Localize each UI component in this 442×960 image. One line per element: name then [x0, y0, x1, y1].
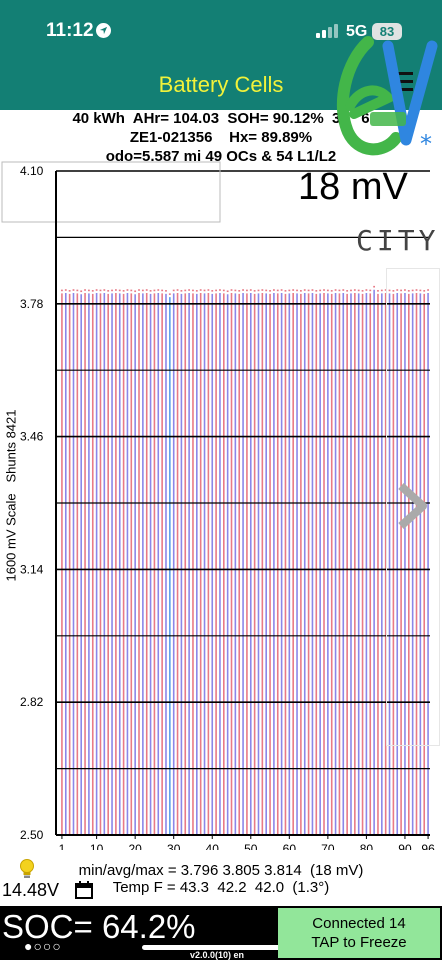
- calendar-icon[interactable]: [74, 880, 94, 900]
- vin-health-line: ZE1-021356 Hx= 89.89%: [129, 129, 313, 146]
- y-tick-label: 3.14: [20, 562, 44, 576]
- x-tick-label: 96: [421, 842, 435, 850]
- freeze-button[interactable]: Connected 14 TAP to Freeze: [278, 908, 440, 958]
- temperature-line: Temp F = 43.3 42.2 42.0 (1.3°): [112, 879, 330, 896]
- chevron-right-icon[interactable]: [395, 482, 429, 530]
- x-tick-label: 10: [90, 842, 104, 850]
- page-indicator[interactable]: ●○○○: [24, 938, 62, 954]
- battery-level-icon: 83: [372, 23, 402, 40]
- lightbulb-icon[interactable]: [18, 858, 36, 880]
- freeze-label: TAP to Freeze: [311, 934, 407, 951]
- aux-battery-voltage: 14.48V: [2, 880, 60, 900]
- cell-signal-icon: [316, 24, 340, 38]
- top-label-box: [1, 161, 221, 223]
- status-time: 11:12: [46, 20, 94, 41]
- battery-summary-line: 40 kWh AHr= 104.03 SOH= 90.12% 3 6: [72, 110, 370, 127]
- y-tick-label: 3.78: [20, 297, 44, 311]
- x-tick-label: 80: [360, 842, 374, 850]
- logo-text: CITY: [356, 224, 439, 257]
- x-tick-label: 30: [167, 842, 181, 850]
- side-panel-frame: [386, 268, 440, 746]
- min-avg-max-line: min/avg/max = 3.796 3.805 3.814 (18 mV): [78, 862, 364, 879]
- x-tick-label: 60: [283, 842, 297, 850]
- y-top-label: 4.10: [20, 164, 44, 178]
- y-tick-label: 2.50: [20, 828, 44, 842]
- status-bar: 11:12 5G 83: [0, 0, 442, 62]
- home-indicator[interactable]: [142, 945, 302, 950]
- ev-city-logo-icon: * CITY: [336, 36, 439, 257]
- x-tick-label: 1: [59, 842, 66, 850]
- x-tick-label: 20: [128, 842, 142, 850]
- x-tick-label: 90: [398, 842, 412, 850]
- page-title: Battery Cells: [158, 72, 284, 97]
- y-axis-title: 1600 mV Scale Shunts 8421: [3, 409, 19, 582]
- y-tick-label: 3.46: [20, 430, 44, 444]
- hamburger-menu-icon[interactable]: [391, 70, 417, 96]
- cell-voltage-chart[interactable]: 2.50 2.82 3.14 3.46 3.78 4.10 1 10 20 30 40 50 60 70 8…: [0, 160, 442, 850]
- x-tick-label: 40: [206, 842, 220, 850]
- svg-text:*: *: [420, 130, 432, 158]
- location-arrow-icon: [96, 23, 111, 38]
- x-tick-label: 50: [244, 842, 258, 850]
- voltage-spread-label: 18 mV: [298, 166, 408, 208]
- network-type: 5G: [346, 23, 368, 40]
- y-tick-label: 2.82: [20, 695, 44, 709]
- x-tick-label: 70: [321, 842, 335, 850]
- app-version: v2.0.0(10) en: [190, 950, 245, 960]
- odometer-line: odo=5,587 mi 49 QCs & 54 L1/L2: [105, 148, 337, 161]
- soc-readout: SOC= 64.2%: [2, 908, 196, 945]
- connection-status: Connected 14: [312, 915, 406, 932]
